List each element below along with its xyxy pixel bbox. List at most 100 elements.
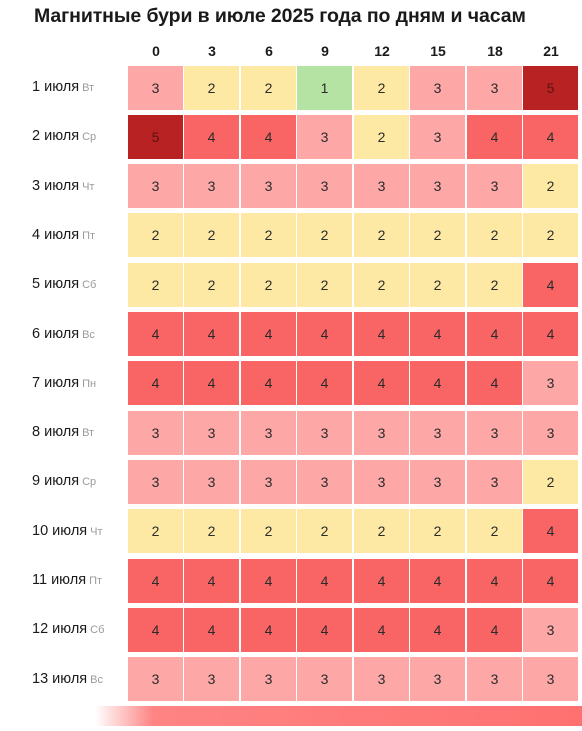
heatmap-cell: 2 bbox=[128, 509, 183, 554]
row-date: 4 июля bbox=[32, 226, 80, 243]
heatmap-cell: 2 bbox=[523, 213, 578, 258]
heatmap-cell: 4 bbox=[241, 607, 296, 652]
heatmap-cell: 2 bbox=[128, 213, 183, 258]
heatmap-cell: 3 bbox=[523, 657, 578, 702]
row-label: 4 июля Пт bbox=[32, 213, 95, 258]
heatmap-cell: 3 bbox=[410, 657, 465, 702]
row-label: 8 июля Вт bbox=[32, 410, 94, 455]
row-weekday: Пн bbox=[82, 377, 97, 390]
heatmap-cell: 4 bbox=[467, 607, 522, 652]
row-label: 6 июля Вс bbox=[32, 312, 95, 357]
heatmap-cell: 2 bbox=[354, 65, 409, 110]
heatmap-cell: 3 bbox=[354, 657, 409, 702]
heatmap-cell: 3 bbox=[128, 65, 183, 110]
heatmap-cell: 3 bbox=[128, 410, 183, 455]
heatmap-cell: 2 bbox=[410, 509, 465, 554]
heatmap-cell: 3 bbox=[410, 114, 465, 159]
row-date: 3 июля bbox=[32, 177, 80, 194]
row-weekday: Чт bbox=[82, 180, 95, 193]
row-date: 1 июля bbox=[32, 79, 80, 95]
row-date: 7 июля bbox=[32, 374, 80, 391]
row-weekday: Ср bbox=[82, 131, 97, 144]
heatmap-cell: 4 bbox=[128, 312, 183, 356]
row-label: 5 июля Сб bbox=[32, 262, 96, 307]
heatmap-cell: 4 bbox=[523, 509, 578, 554]
heatmap-cell: 3 bbox=[467, 410, 522, 455]
bottom-fade-bar bbox=[95, 706, 582, 726]
heatmap-cell: 2 bbox=[297, 509, 352, 554]
row-label: 7 июля Пн bbox=[32, 361, 96, 406]
row-weekday: Сб bbox=[90, 624, 105, 637]
hour-header-9: 9 bbox=[321, 43, 329, 59]
heatmap-cell: 4 bbox=[410, 558, 465, 603]
row-date: 5 июля bbox=[32, 276, 80, 293]
heatmap-cell: 4 bbox=[128, 558, 183, 603]
heatmap-cell: 3 bbox=[184, 657, 239, 702]
heatmap-cell: 4 bbox=[354, 607, 409, 652]
heatmap-cell: 4 bbox=[128, 361, 183, 406]
heatmap-cell: 2 bbox=[241, 509, 296, 554]
heatmap-cell: 3 bbox=[128, 459, 183, 504]
hour-header-12: 12 bbox=[374, 43, 390, 59]
heatmap-cell: 3 bbox=[467, 164, 522, 209]
row-weekday: Вс bbox=[90, 673, 103, 686]
row-label: 3 июля Чт bbox=[32, 164, 94, 209]
heatmap-cell: 3 bbox=[354, 410, 409, 455]
row-date: 10 июля bbox=[32, 522, 88, 539]
heatmap-cell: 3 bbox=[297, 164, 352, 209]
heatmap-cell: 4 bbox=[354, 312, 409, 356]
heatmap-cell: 2 bbox=[523, 459, 578, 504]
row-date: 13 июля bbox=[32, 670, 88, 687]
heatmap-cell: 2 bbox=[467, 262, 522, 307]
heatmap-cell: 2 bbox=[467, 509, 522, 554]
heatmap-cell: 3 bbox=[354, 164, 409, 209]
heatmap-cell: 3 bbox=[241, 657, 296, 702]
heatmap-cell: 4 bbox=[241, 312, 296, 356]
hour-header-0: 0 bbox=[152, 43, 160, 59]
heatmap-cell: 2 bbox=[184, 65, 239, 110]
heatmap-cell: 3 bbox=[128, 657, 183, 702]
heatmap-cell: 4 bbox=[297, 312, 352, 356]
heatmap-cell: 4 bbox=[297, 607, 352, 652]
heatmap-cell: 3 bbox=[354, 459, 409, 504]
heatmap-cell: 4 bbox=[410, 312, 465, 356]
heatmap-cell: 3 bbox=[241, 410, 296, 455]
heatmap-cell: 4 bbox=[410, 361, 465, 406]
heatmap-cell: 4 bbox=[241, 114, 296, 159]
heatmap-cell: 2 bbox=[184, 213, 239, 258]
heatmap-cell: 4 bbox=[184, 312, 239, 356]
heatmap-cell: 2 bbox=[128, 262, 183, 307]
row-weekday: Пт bbox=[82, 229, 96, 242]
heatmap-cell: 4 bbox=[297, 361, 352, 406]
row-label: 11 июля Пт bbox=[32, 558, 102, 603]
heatmap-cell: 4 bbox=[410, 607, 465, 652]
heatmap-cell: 2 bbox=[184, 262, 239, 307]
heatmap-cell: 2 bbox=[241, 65, 296, 110]
heatmap-cell: 2 bbox=[297, 262, 352, 307]
heatmap-cell: 2 bbox=[354, 509, 409, 554]
heatmap-cell: 3 bbox=[410, 459, 465, 504]
heatmap-cell: 5 bbox=[523, 65, 578, 110]
heatmap-cell: 2 bbox=[523, 164, 578, 209]
row-date: 8 июля bbox=[32, 424, 80, 441]
row-date: 12 июля bbox=[32, 621, 88, 638]
row-weekday: Чт bbox=[90, 525, 103, 538]
heatmap-cell: 2 bbox=[241, 213, 296, 258]
heatmap-cell: 3 bbox=[410, 164, 465, 209]
row-label: 2 июля Ср bbox=[32, 114, 96, 159]
heatmap-cell: 2 bbox=[184, 509, 239, 554]
heatmap-cell: 2 bbox=[410, 213, 465, 258]
heatmap-cell: 2 bbox=[354, 114, 409, 159]
row-date: 11 июля bbox=[32, 572, 87, 588]
row-date: 6 июля bbox=[32, 325, 80, 342]
heatmap-cell: 2 bbox=[467, 213, 522, 258]
heatmap-cell: 3 bbox=[184, 164, 239, 209]
hour-header-6: 6 bbox=[265, 43, 273, 59]
heatmap-cell: 4 bbox=[467, 312, 522, 356]
heatmap-cell: 4 bbox=[184, 361, 239, 406]
heatmap-cell: 2 bbox=[354, 213, 409, 258]
heatmap-cell: 5 bbox=[128, 114, 183, 159]
row-label: 10 июля Чт bbox=[32, 509, 103, 554]
row-weekday: Вс bbox=[82, 328, 95, 341]
row-weekday: Вт bbox=[82, 82, 95, 94]
